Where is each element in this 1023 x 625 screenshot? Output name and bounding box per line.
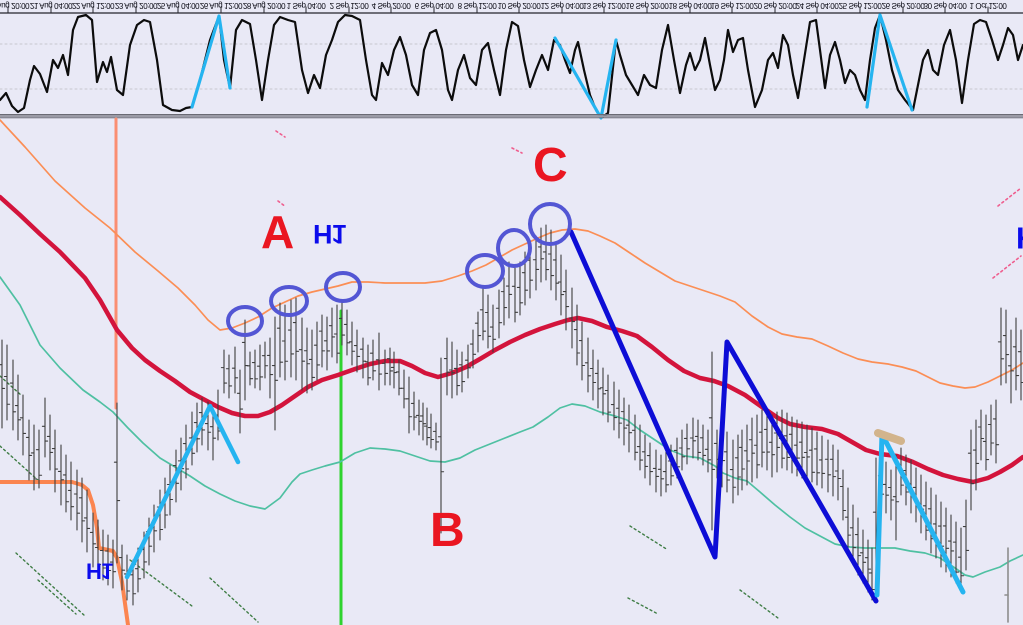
time-axis-label: 28 Aug 20:00 [242,1,286,10]
swing-high-circle [528,202,572,246]
dotted-pink-segment [275,130,286,138]
swing-high-circle [496,228,532,268]
band-upper [0,119,1023,389]
band-middle [0,194,1023,485]
zigzag-cyan-left [124,403,241,580]
time-axis-label: 22 Aug 12:00 [71,1,115,10]
time-axis-label: 12 Sep 04:00 [540,1,584,10]
time-axis-label: 19 Aug 20:00 [0,1,30,10]
wave-letter-annotation: B [430,504,465,557]
wave-letter-annotation: A [261,206,295,258]
time-axis-label: 25 Sep 12:00 [838,1,882,10]
time-axis-label: 26 Sep 20:00 [881,1,925,10]
pane-separator [0,115,1023,118]
pane-separator [0,114,1023,116]
h1-label-annotation: H1 [313,218,346,249]
dotted-trend-segment [739,589,779,619]
time-axis-label: 30 Sep 04:00 [923,1,967,10]
swing-high-circle [226,305,264,337]
wave-letter-annotation: C [533,139,568,192]
dotted-trend-segment [37,579,77,615]
dotted-trend-segment [209,577,259,623]
time-axis-label: 2 Sep 12:00 [329,1,369,10]
dotted-trend-segment [129,559,193,607]
time-axis-label: 18 Sep 04:00 [668,1,712,10]
time-axis-label: 26 Aug 12:00 [199,1,243,10]
time-axis-label: 8 Sep 12:00 [457,1,497,10]
h1-label-annotation: H1 [1016,220,1023,255]
oscillator-line [0,13,1023,120]
time-axis-label: 16 Sep 20:00 [625,1,669,10]
time-axis-label: 25 Aug 04:00 [156,1,200,10]
time-axis-label: 24 Sep 04:00 [795,1,839,10]
dotted-trend-segment [629,525,669,551]
dotted-pink-segment [277,200,287,208]
time-axis-label: 4 Sep 20:00 [371,1,411,10]
time-axis-label: 1 Oct 12:00 [969,1,1007,10]
swing-high-circle [465,253,505,289]
h1-label-annotation: H1 [86,558,113,584]
dotted-pink-segment [997,187,1022,207]
dotted-trend-segment [627,597,659,615]
time-axis-label: 23 Aug 20:00 [114,1,158,10]
tan-segment [874,429,905,445]
dotted-trend-segment [15,552,86,617]
dotted-pink-segment [511,147,523,154]
dotted-trend-segment [0,445,41,483]
time-axis-label: 10 Sep 20:00 [497,1,541,10]
time-axis-label: 21 Aug 04:00 [29,1,73,10]
time-axis-label: 20 Sep 20:00 [753,1,797,10]
swing-high-circle [324,271,362,303]
time-axis-label: 1 Sep 04:00 [286,1,326,10]
time-axis-label: 6 Sep 04:00 [414,1,454,10]
swing-high-circle [269,285,309,317]
dotted-pink-segment [992,255,1022,279]
time-axis-label: 19 Sep 12:00 [710,1,754,10]
step-band-line [0,480,130,625]
zigzag-dark-blue [568,229,879,604]
time-axis-label: 13 Sep 12:00 [582,1,626,10]
oscillator-zigzag [190,14,232,109]
oscillator-zigzag [865,13,914,112]
pane-separator [0,117,1023,119]
